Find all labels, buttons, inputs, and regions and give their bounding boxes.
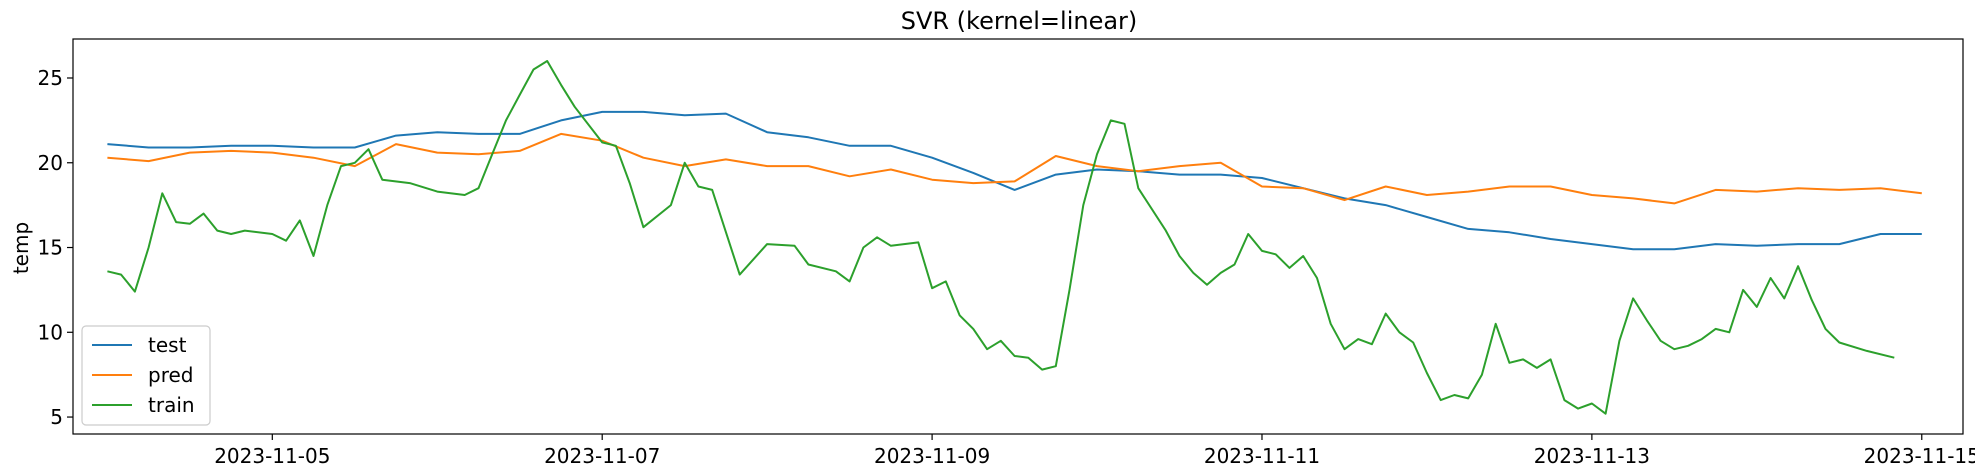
x-axis: 2023-11-05 2023-11-07 2023-11-09 2023-11-11…: [214, 434, 1975, 468]
legend-label-train: train: [148, 393, 195, 417]
series-line-train: [107, 60, 1895, 415]
x-tick-label: 2023-11-15: [1864, 444, 1975, 468]
series-line-pred: [107, 132, 1922, 205]
x-tick-label: 2023-11-05: [214, 444, 330, 468]
series-line-test: [107, 110, 1922, 251]
legend-label-pred: pred: [148, 363, 193, 387]
x-tick-label: 2023-11-13: [1534, 444, 1650, 468]
y-tick-label: 15: [38, 236, 63, 260]
plot-area: 2023-11-05 2023-11-07 2023-11-09 2023-11-11…: [38, 38, 1975, 468]
y-tick-label: 20: [38, 151, 63, 175]
y-axis-label: temp: [9, 222, 33, 274]
x-tick-label: 2023-11-11: [1204, 444, 1320, 468]
y-tick-label: 5: [50, 405, 63, 429]
series-layer: [107, 60, 1922, 415]
chart-title: SVR (kernel=linear): [901, 7, 1138, 35]
y-tick-label: 10: [38, 320, 63, 344]
y-axis: 5 10 15 20 25: [38, 66, 73, 429]
legend: test pred train: [81, 325, 211, 426]
legend-label-test: test: [148, 333, 187, 357]
legend-frame: [81, 325, 211, 426]
legend-items: test pred train: [92, 333, 195, 417]
x-tick-label: 2023-11-09: [874, 444, 990, 468]
x-tick-label: 2023-11-07: [544, 444, 660, 468]
y-tick-label: 25: [38, 66, 63, 90]
plot-frame: [72, 38, 1964, 435]
